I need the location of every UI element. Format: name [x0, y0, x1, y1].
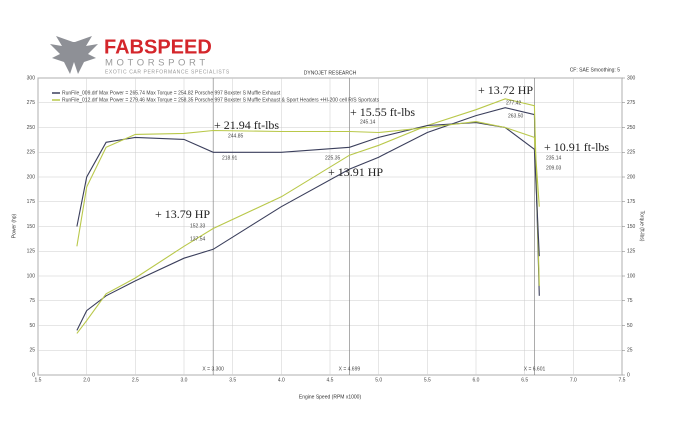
y-tick-label: 125 — [27, 249, 36, 255]
legend-label: RunFile_009.drf Max Power = 265.74 Max T… — [62, 90, 281, 96]
series-line — [76, 121, 540, 247]
legend-label: RunFile_012.drf Max Power = 279.46 Max T… — [62, 97, 380, 103]
point-label: 152.33 — [190, 223, 206, 229]
annotation: + 13.91 HP — [328, 165, 383, 179]
series-line — [76, 122, 540, 257]
point-label: 244.85 — [228, 133, 244, 139]
x-tick-label: 2.5 — [132, 377, 139, 383]
x-tick-label: 5.5 — [424, 377, 431, 383]
series-line — [76, 98, 540, 334]
y-tick-label: 100 — [27, 273, 36, 279]
x-tick-label: 7.5 — [619, 377, 626, 383]
y-tick-label: 300 — [27, 75, 36, 81]
y-tick-label: 0 — [32, 372, 35, 378]
logo: FABSPEED MOTORSPORT EXOTIC CAR PERFORMAN… — [50, 36, 230, 75]
annotation: + 21.94 ft-lbs — [214, 118, 279, 132]
x-tick-label: 6.0 — [473, 377, 480, 383]
x-tick-label: 6.5 — [521, 377, 528, 383]
y-tick-label: 225 — [27, 150, 36, 156]
y2-tick-label: 50 — [627, 323, 633, 329]
x-tick-label: 4.0 — [278, 377, 285, 383]
y2-tick-label: 0 — [627, 372, 630, 378]
x-tick-label: 7.0 — [570, 377, 577, 383]
x-tick-label: 2.0 — [83, 377, 90, 383]
y2-tick-label: 200 — [627, 174, 636, 180]
y2-tick-label: 25 — [627, 348, 633, 354]
y-axis-title: Power (hp) — [11, 213, 17, 238]
series-line — [76, 107, 540, 331]
point-label: 209.03 — [546, 165, 562, 171]
x-tick-label: 1.5 — [35, 377, 42, 383]
brand: FABSPEED — [104, 36, 212, 58]
point-label: 235.14 — [546, 155, 562, 161]
y-tick-label: 150 — [27, 224, 36, 230]
chart-title: DYNOJET RESEARCH — [304, 70, 357, 76]
x-tick-label: 4.5 — [327, 377, 334, 383]
cursor-label: X = 3.300 — [202, 366, 224, 372]
logo-icon — [50, 36, 98, 74]
tagline: EXOTIC CAR PERFORMANCE SPECIALISTS — [105, 69, 230, 75]
y2-axis-title: Torque (ft-lbs) — [639, 211, 645, 242]
point-label: 137.54 — [190, 236, 206, 242]
chart-note: CF: SAE Smoothing: 5 — [570, 67, 621, 73]
x-tick-label: 3.5 — [229, 377, 236, 383]
point-label: 263.50 — [508, 113, 524, 119]
cursor-label: X = 4.699 — [339, 366, 361, 372]
annotation: + 13.72 HP — [478, 83, 533, 97]
point-label: 277.42 — [506, 100, 522, 106]
annotation: + 13.79 HP — [155, 207, 210, 221]
x-axis-title: Engine Speed (RPM x1000) — [299, 394, 362, 400]
y2-tick-label: 250 — [627, 125, 636, 131]
x-tick-label: 5.0 — [375, 377, 382, 383]
y-tick-label: 50 — [29, 323, 35, 329]
y-tick-label: 275 — [27, 100, 36, 106]
brand-sub: MOTORSPORT — [105, 58, 209, 69]
y2-tick-label: 225 — [627, 150, 636, 156]
annotation: + 15.55 ft-lbs — [350, 105, 415, 119]
y-tick-label: 75 — [29, 298, 35, 304]
y2-tick-label: 175 — [627, 199, 636, 205]
cursor-label: X = 6.601 — [524, 366, 546, 372]
y-tick-label: 25 — [29, 348, 35, 354]
y-tick-label: 250 — [27, 125, 36, 131]
y2-tick-label: 125 — [627, 249, 636, 255]
y-tick-label: 175 — [27, 199, 36, 205]
x-tick-label: 3.0 — [181, 377, 188, 383]
y2-tick-label: 275 — [627, 100, 636, 106]
y2-tick-label: 300 — [627, 75, 636, 81]
y2-tick-label: 100 — [627, 273, 636, 279]
y2-tick-label: 150 — [627, 224, 636, 230]
point-label: 245.14 — [360, 119, 376, 125]
y-tick-label: 200 — [27, 174, 36, 180]
y2-tick-label: 75 — [627, 298, 633, 304]
point-label: 225.35 — [325, 155, 341, 161]
annotation: + 10.91 ft-lbs — [544, 140, 609, 154]
point-label: 218.91 — [222, 155, 238, 161]
